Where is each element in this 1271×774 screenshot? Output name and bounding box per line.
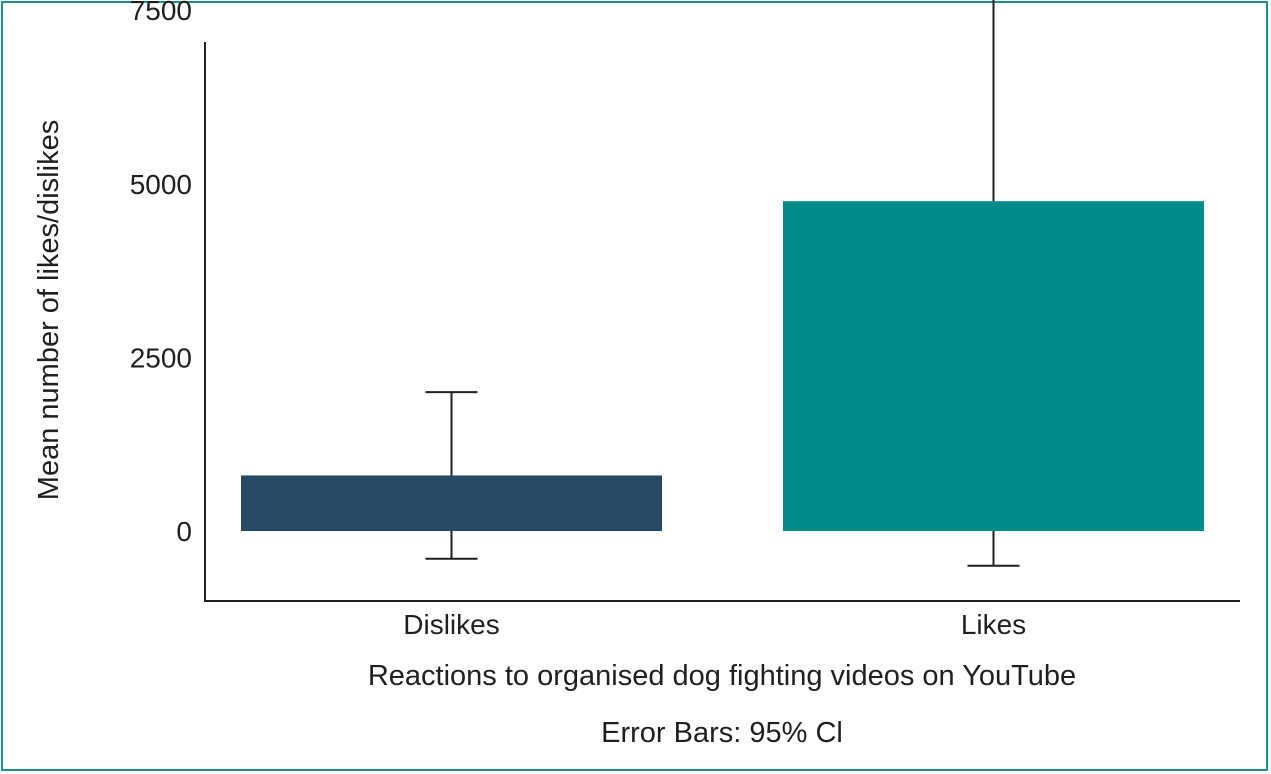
bars — [241, 201, 1204, 531]
y-tick-label: 7500 — [130, 0, 192, 26]
x-tick-label-dislikes: Dislikes — [403, 609, 499, 640]
x-tick-labels: Dislikes Likes — [403, 609, 1026, 640]
y-axis-label: Mean number of likes/dislikes — [33, 120, 65, 500]
error-bars — [425, 0, 1020, 567]
y-tick-labels: 025005000750010 00012 500 — [130, 0, 192, 547]
x-axis-label: Reactions to organised dog fighting vide… — [368, 660, 1076, 692]
y-tick-label: 2500 — [130, 342, 192, 373]
bar-dislikes — [241, 475, 662, 531]
error-bar-dislikes — [425, 391, 478, 560]
error-bars-note: Error Bars: 95% Cl — [601, 717, 843, 749]
y-tick-label: 0 — [176, 516, 192, 547]
x-tick-label-likes: Likes — [961, 609, 1026, 640]
error-bar-likes — [967, 0, 1020, 567]
bar-likes — [783, 201, 1204, 531]
y-tick-label: 5000 — [130, 169, 192, 200]
axes — [204, 42, 1240, 602]
